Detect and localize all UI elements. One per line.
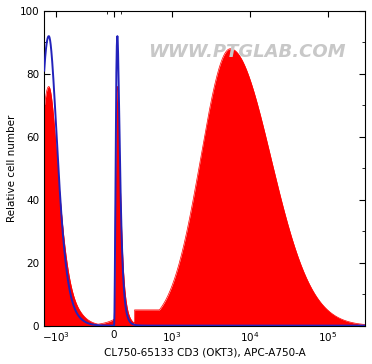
X-axis label: CL750-65133 CD3 (OKT3), APC-A750-A: CL750-65133 CD3 (OKT3), APC-A750-A (104, 347, 305, 357)
Y-axis label: Relative cell number: Relative cell number (7, 115, 17, 222)
Text: WWW.PTGLAB.COM: WWW.PTGLAB.COM (148, 43, 345, 61)
